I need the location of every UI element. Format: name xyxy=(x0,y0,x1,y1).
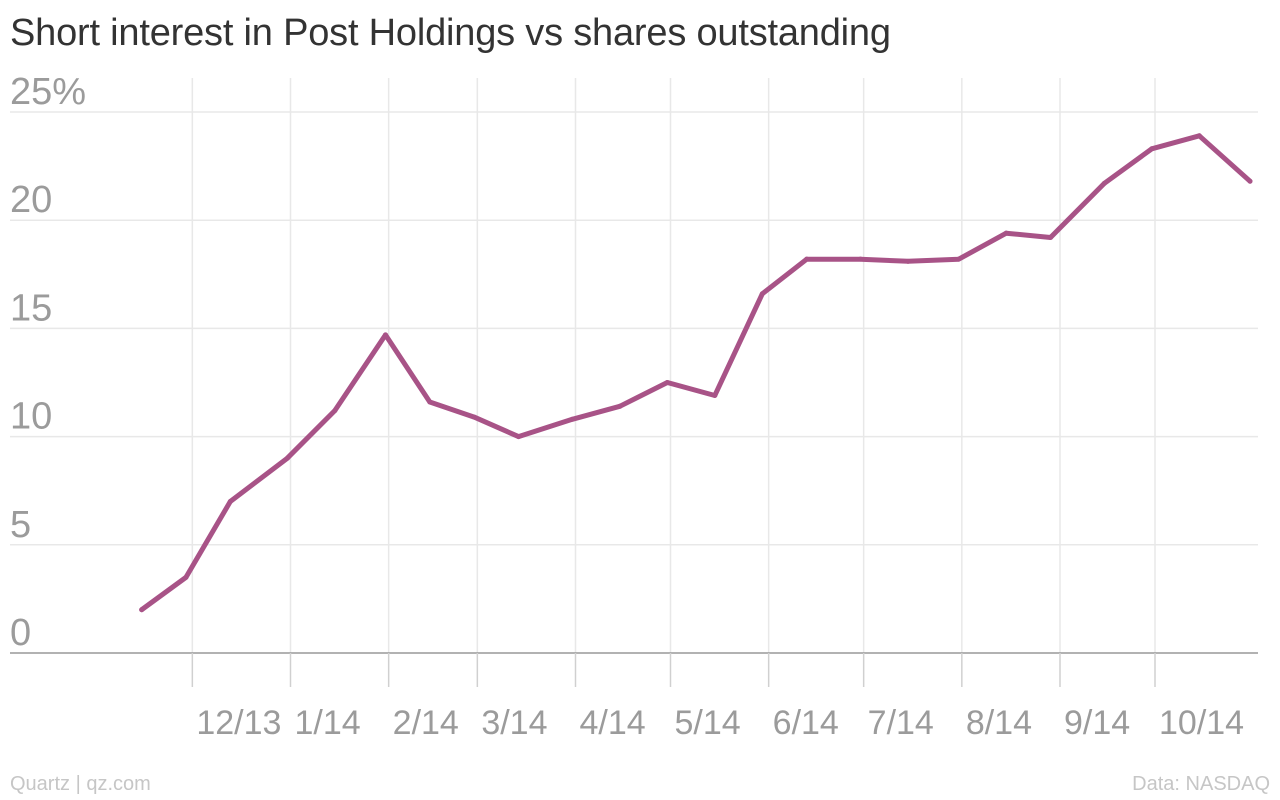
y-tick-label: 25% xyxy=(10,71,86,113)
y-tick-label: 5 xyxy=(10,504,31,546)
data-point xyxy=(516,434,521,440)
y-tick-label: 10 xyxy=(10,396,52,438)
y-tick-label: 15 xyxy=(10,287,52,329)
series-line xyxy=(139,133,1253,613)
data-point xyxy=(471,414,477,420)
footer-credit: Quartz | qz.com xyxy=(10,773,151,795)
data-point xyxy=(759,291,765,297)
data-point xyxy=(569,416,575,422)
data-point xyxy=(227,499,233,505)
data-point xyxy=(1048,235,1053,241)
data-point xyxy=(956,256,962,262)
data-point xyxy=(1149,146,1155,152)
data-point xyxy=(1003,230,1009,236)
x-tick-label: 1/14 xyxy=(295,704,361,742)
data-point xyxy=(905,258,911,264)
gridlines xyxy=(10,78,1258,654)
data-point xyxy=(664,380,670,385)
x-tick-label: 6/14 xyxy=(773,704,839,742)
data-point xyxy=(804,256,810,262)
data-point xyxy=(183,574,189,580)
data-point xyxy=(617,403,623,409)
x-tick-label: 3/14 xyxy=(481,704,547,742)
series-layer xyxy=(139,133,1253,613)
y-axis-tick-labels: 0 5 10 15 20 25% xyxy=(10,71,86,654)
data-point xyxy=(1247,178,1253,184)
x-axis-ticks: 12/13 1/14 2/14 3/14 4/14 5/14 6/14 7/14 8/14 9/1… xyxy=(191,653,1244,742)
x-tick-label: 12/13 xyxy=(196,704,281,742)
x-tick-label: 5/14 xyxy=(675,704,741,742)
x-tick-label: 4/14 xyxy=(580,704,646,742)
data-point xyxy=(1196,133,1202,139)
x-tick-label: 10/14 xyxy=(1159,704,1244,742)
x-tick-label: 8/14 xyxy=(966,704,1032,742)
x-tick-label: 2/14 xyxy=(393,704,459,742)
data-point xyxy=(858,256,863,262)
data-point xyxy=(1101,180,1107,186)
y-tick-label: 20 xyxy=(10,179,52,221)
data-point xyxy=(383,332,388,338)
data-point xyxy=(332,408,338,414)
footer-source: Data: NASDAQ xyxy=(1132,773,1270,795)
data-point xyxy=(712,392,718,398)
data-point xyxy=(427,399,433,405)
x-tick-label: 9/14 xyxy=(1064,704,1130,742)
chart-title: Short interest in Post Holdings vs share… xyxy=(10,12,891,54)
x-tick-label: 7/14 xyxy=(868,704,934,742)
data-point xyxy=(284,455,290,461)
data-point xyxy=(139,607,145,613)
y-tick-label: 0 xyxy=(10,612,31,654)
